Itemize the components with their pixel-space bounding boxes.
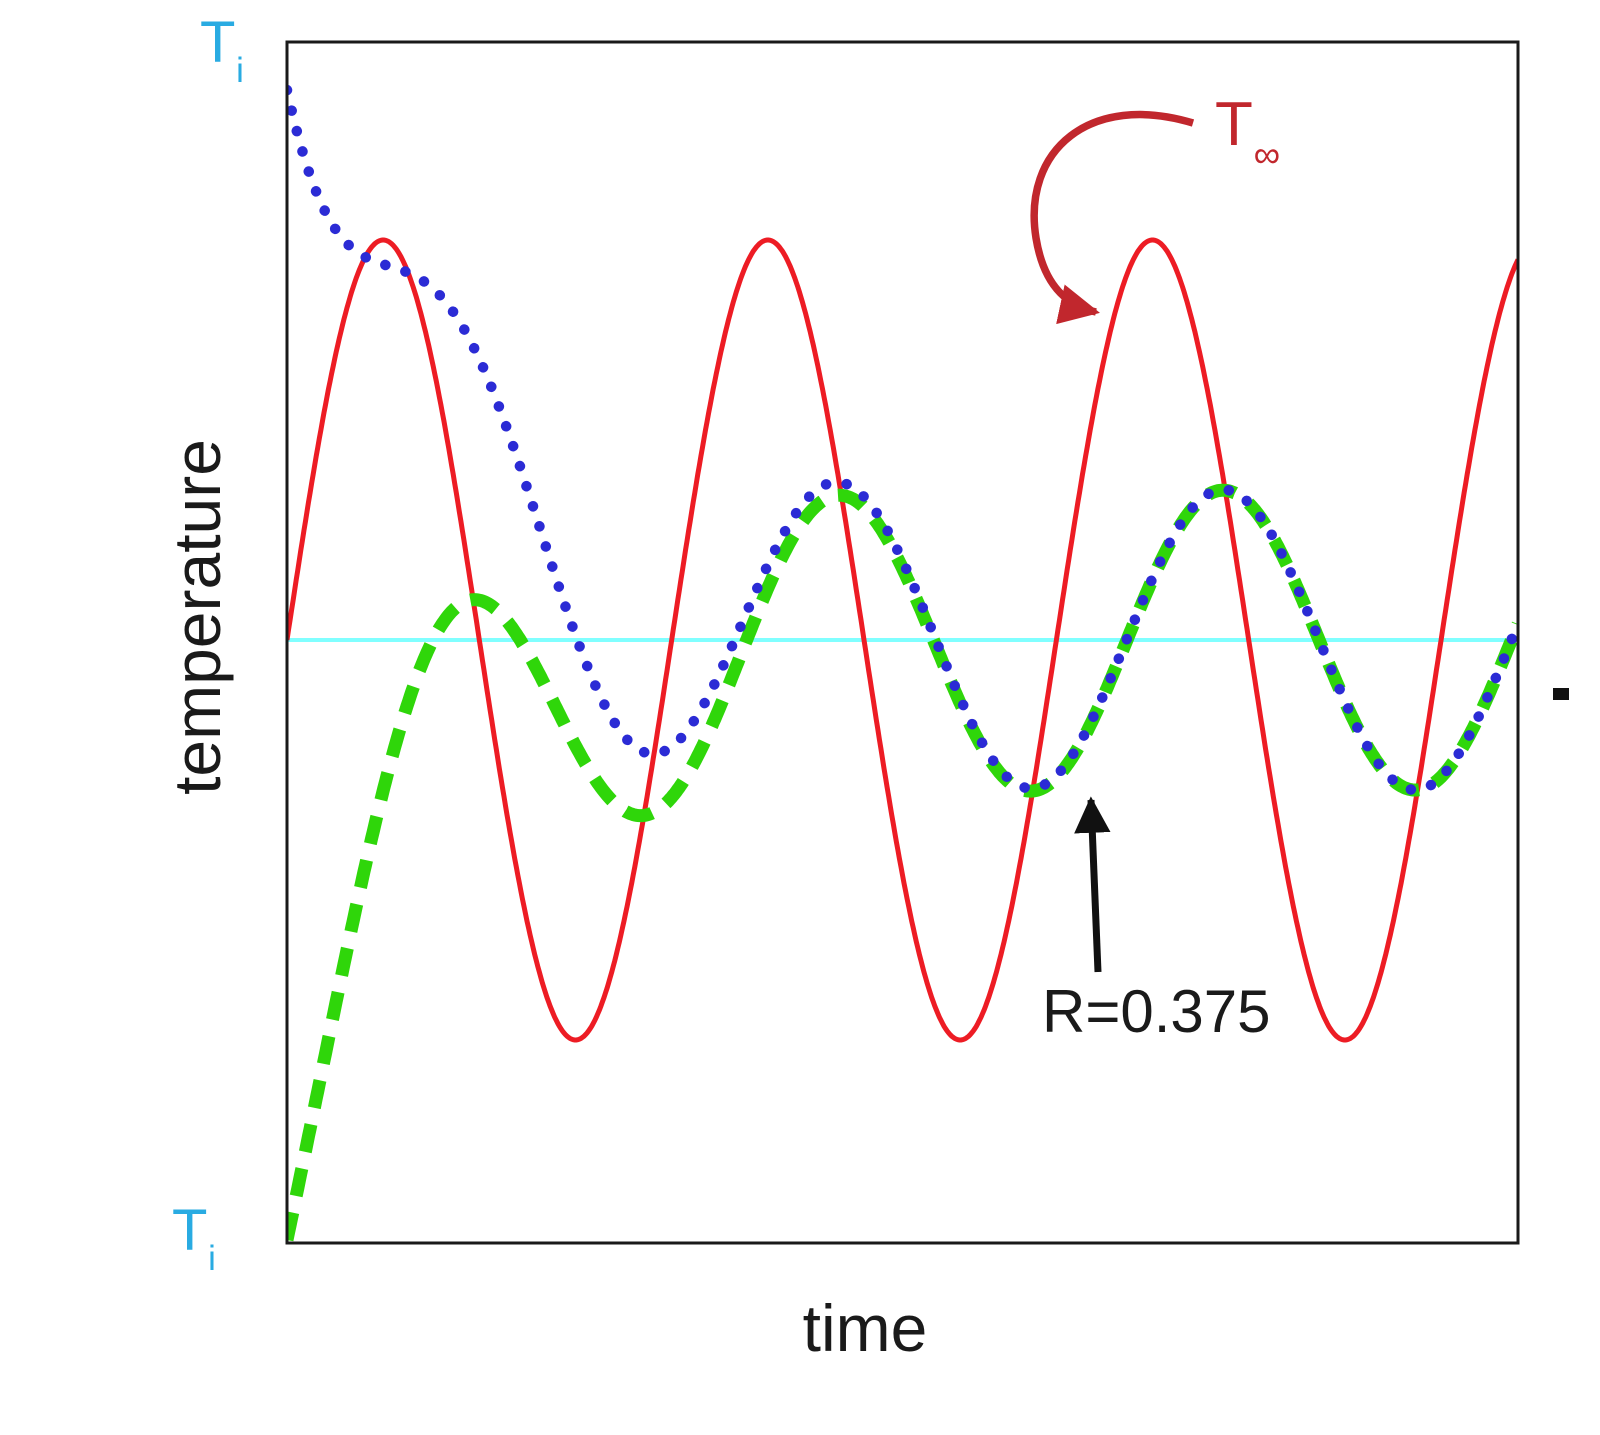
t-infinity-sub: ∞ [1253,132,1281,175]
ti-initial-cold-label: Ti [172,1202,216,1277]
plot-border [285,40,1520,1245]
t-infinity-label: T∞ [1215,94,1280,173]
ambient-temperature-curve [287,237,1518,1043]
y-axis-label: temperature [160,439,234,795]
curves-group [287,84,1518,1242]
r-value-arrow [1074,796,1111,973]
ti-top-sub: i [236,51,244,91]
t-infinity-base: T [1215,90,1253,159]
cropped-label-fragment [1553,688,1569,700]
ti-bottom-base: T [172,1198,208,1263]
r-value-label: R=0.375 [1042,978,1271,1045]
x-axis-label: time [802,1291,928,1365]
annotations-group [1030,110,1195,973]
ti-top-base: T [200,10,236,75]
ti-bottom-sub: i [208,1239,216,1279]
hot-start-response-curve [287,84,1518,796]
ti-initial-hot-label: Ti [200,14,244,89]
t-infinity-arrow [1030,110,1195,325]
